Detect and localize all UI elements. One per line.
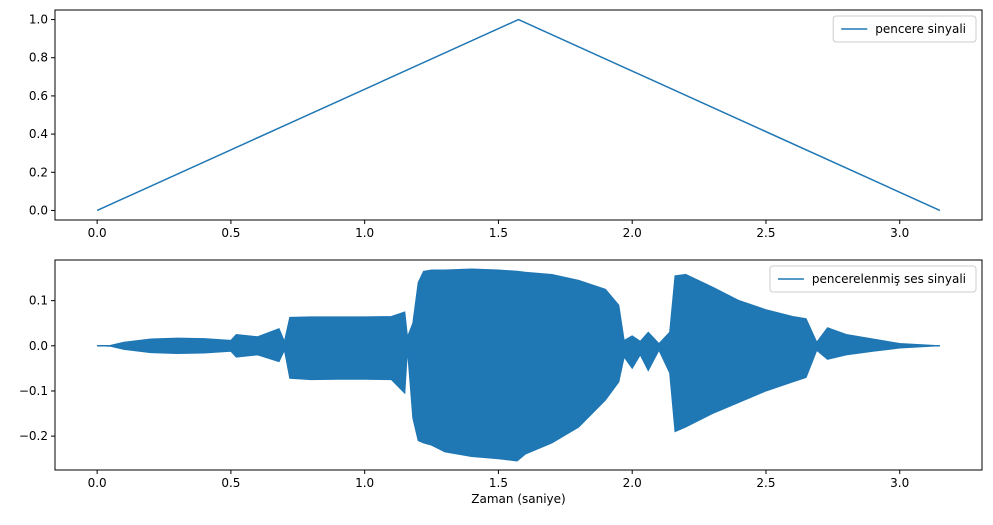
x-tick-label: 2.5 — [756, 476, 775, 490]
bottom-chart: 0.0 0.5 1.0 1.5 2.0 2.5 3.0 0.1 0.0 −0.1 −0.2 Zaman… — [19, 259, 983, 506]
x-tick-label: 0.0 — [88, 476, 107, 490]
y-tick-label: 0.8 — [29, 51, 48, 65]
y-tick-label: 0.4 — [29, 127, 48, 141]
legend-box — [832, 15, 977, 43]
x-tick-label: 3.0 — [890, 476, 909, 490]
y-tick-label: −0.1 — [19, 384, 48, 398]
legend-label: pencere sinyali — [875, 22, 966, 36]
x-tick-label: 0.5 — [221, 476, 240, 490]
y-tick-label: 1.0 — [29, 13, 48, 27]
y-tick-label: 0.1 — [29, 294, 48, 308]
y-tick-label: 0.2 — [29, 165, 48, 179]
x-tick-label: 2.0 — [623, 476, 642, 490]
x-tick-label: 1.0 — [355, 476, 374, 490]
x-tick-label: 2.5 — [756, 226, 775, 240]
series-line — [96, 18, 941, 212]
y-tick-label: 0.0 — [29, 339, 48, 353]
x-axis-label: Zaman (saniye) — [471, 492, 565, 506]
legend: pencerelenmiş ses sinyali — [769, 265, 977, 293]
x-tick-label: 3.0 — [890, 226, 909, 240]
series-envelope — [97, 268, 940, 462]
y-tick-label: 0.6 — [29, 89, 48, 103]
x-tick-label: 1.0 — [355, 226, 374, 240]
x-tick-label: 2.0 — [623, 226, 642, 240]
legend: pencere sinyali — [832, 15, 977, 43]
axes-frame — [54, 9, 983, 221]
x-tick-label: 1.5 — [489, 476, 508, 490]
x-tick-label: 0.0 — [88, 226, 107, 240]
top-chart: 0.0 0.5 1.0 1.5 2.0 2.5 3.0 0.0 0.2 0.4 0.6 0.8 1.0 p… — [29, 9, 983, 240]
y-tick-label: 0.0 — [29, 203, 48, 217]
legend-box — [769, 265, 977, 293]
axes-frame — [54, 259, 983, 471]
x-tick-label: 1.5 — [489, 226, 508, 240]
legend-label: pencerelenmiş ses sinyali — [812, 272, 966, 286]
y-tick-label: −0.2 — [19, 429, 48, 443]
x-tick-label: 0.5 — [221, 226, 240, 240]
